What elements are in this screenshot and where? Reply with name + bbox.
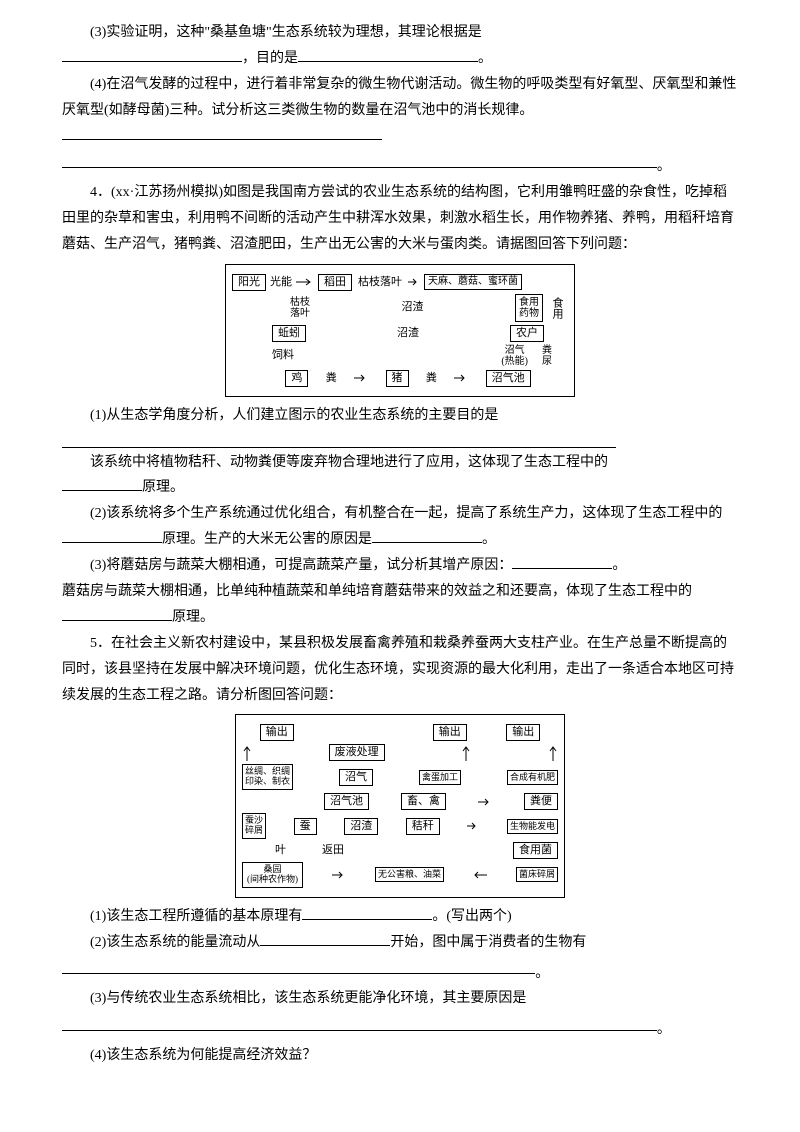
t5-q3b: 。 — [62, 1012, 738, 1043]
blank-line — [62, 431, 616, 448]
blank — [62, 607, 172, 621]
node-qindan: 禽蛋加工 — [419, 770, 461, 785]
figure-1: 阳光 光能 稻田 枯枝落叶 天麻、蘑菇、蜜环菌 枯枝 落叶 沼渣 食用 药物 食… — [225, 264, 575, 397]
node-zhaoqi: 沼气 — [339, 769, 373, 786]
blank — [62, 529, 162, 543]
lbl-zhaoqu: 沼渣 — [402, 301, 424, 313]
node-out3: 输出 — [506, 724, 540, 741]
node-daotian: 稻田 — [318, 274, 352, 291]
blank — [512, 555, 612, 569]
t5-q4: (4)该生态系统为何能提高经济效益？ — [62, 1043, 738, 1069]
node-qiuyin: 蚯蚓 — [272, 325, 306, 342]
q3-blanks: ，目的是。 — [62, 46, 738, 72]
arrow-icon — [296, 277, 314, 287]
blank — [62, 126, 382, 140]
t5-q1: (1)该生态工程所遵循的基本原理有。(写出两个) — [62, 904, 738, 930]
arrow-icon — [454, 373, 468, 383]
node-tianma: 天麻、蘑菇、蜜环菌 — [424, 274, 522, 290]
node-hecheng: 合成有机肥 — [507, 770, 558, 785]
lbl-fenniao: 粪 尿 — [542, 345, 552, 367]
t5-q2c: 。 — [62, 956, 738, 987]
node-out2: 输出 — [433, 724, 467, 741]
t4-q3b: 蘑菇房与蔬菜大棚相通，比单纯种植蔬菜和单纯培育蘑菇带来的效益之和还要高，体现了生… — [62, 579, 738, 631]
node-zhaoqichi: 沼气池 — [486, 370, 531, 387]
arrow-icon — [478, 797, 492, 807]
node-ji: 鸡 — [285, 370, 308, 387]
blank — [62, 48, 242, 62]
figure-2: 输出 输出 输出 废液处理 丝绸、织绸 印染、制衣 沼气 禽蛋加工 合成有机肥 … — [235, 714, 565, 897]
task5-intro: 5．在社会主义新农村建设中，某县积极发展畜禽养殖和栽桑养蚕两大支柱产业。在生产总… — [62, 631, 738, 709]
node-fadian: 生物能发电 — [507, 819, 558, 834]
lbl-zhaoqire: 沼气 (热能) — [501, 345, 528, 367]
lbl-fen2: 粪 — [426, 373, 437, 384]
node-zhaoqichi2: 沼气池 — [324, 793, 369, 810]
blank — [62, 477, 142, 491]
node-nonghu: 农户 — [510, 325, 544, 342]
blank — [62, 1014, 657, 1031]
blank — [372, 529, 482, 543]
arrow-icon — [332, 870, 346, 880]
lbl-zhiluoye: 枯枝落叶 — [358, 277, 402, 288]
t4-q1a: (1)从生态学角度分析，人们建立图示的农业生态系统的主要目的是 — [62, 403, 738, 429]
arrow-icon — [242, 745, 252, 761]
t4-q3a: (3)将蘑菇房与蔬菜大棚相通，可提高蔬菜产量，试分析其增产原因：。 — [62, 553, 738, 579]
arrow-icon — [467, 821, 479, 831]
t4-q1c: 原理。 — [62, 475, 738, 501]
arrow-icon — [548, 745, 558, 761]
blank — [302, 906, 432, 920]
lbl-shi: 食用 — [551, 297, 562, 319]
lbl-guang: 光能 — [270, 277, 292, 288]
node-cansha: 蚕沙 碎屑 — [242, 813, 266, 839]
node-feiye: 废液处理 — [329, 744, 385, 761]
node-zhu: 猪 — [386, 370, 409, 387]
q4-blankline: 。 — [62, 149, 738, 180]
node-can: 蚕 — [294, 818, 317, 835]
t4-q2: (2)该系统将多个生产系统通过优化组合，有机整合在一起，提高了系统生产力，这体现… — [62, 501, 738, 553]
lbl-zhiluoye2: 枯枝 落叶 — [290, 297, 310, 319]
blank — [62, 151, 657, 168]
node-sangyuan: 桑园 (间种农作物) — [242, 862, 303, 888]
node-yang: 阳光 — [232, 274, 266, 291]
node-wugonghai: 无公害粮、油菜 — [375, 867, 444, 882]
lbl-zhaoqu2: 沼渣 — [397, 327, 419, 339]
figure-1-wrap: 阳光 光能 稻田 枯枝落叶 天麻、蘑菇、蜜环菌 枯枝 落叶 沼渣 食用 药物 食… — [62, 264, 738, 397]
lbl-fen: 粪 — [326, 373, 337, 384]
arrow-icon — [354, 373, 368, 383]
lbl-fantian: 返田 — [322, 845, 344, 856]
arrow-icon — [461, 745, 471, 761]
task4-intro: 4．(xx·江苏扬州模拟)如图是我国南方尝试的农业生态系统的结构图，它利用雏鸭旺… — [62, 180, 738, 258]
t5-q3: (3)与传统农业生态系统相比，该生态系统更能净化环境，其主要原因是 — [62, 986, 738, 1012]
node-fenbian: 粪便 — [524, 793, 558, 810]
lbl-siliao: 饲料 — [272, 350, 294, 361]
q4-text: (4)在沼气发酵的过程中，进行着非常复杂的微生物代谢活动。微生物的呼吸类型有好氧… — [62, 72, 738, 150]
t4-q1b: 该系统中将植物秸秆、动物粪便等废弃物合理地进行了应用，这体现了生态工程中的 — [62, 450, 738, 476]
node-zhaoqu3: 沼渣 — [344, 818, 378, 835]
q3-text: (3)实验证明，这种"桑基鱼塘"生态系统较为理想，其理论根据是 — [62, 20, 738, 46]
blank — [260, 932, 390, 946]
node-jiegan: 秸秆 — [406, 818, 440, 835]
blank — [298, 48, 478, 62]
node-shiyong: 食用 药物 — [515, 294, 543, 322]
node-xuqin: 畜、禽 — [401, 793, 446, 810]
figure-2-wrap: 输出 输出 输出 废液处理 丝绸、织绸 印染、制衣 沼气 禽蛋加工 合成有机肥 … — [62, 714, 738, 897]
node-shiyongjun: 食用菌 — [513, 842, 558, 859]
node-sizhi: 丝绸、织绸 印染、制衣 — [242, 764, 293, 790]
t5-q2: (2)该生态系统的能量流动从开始，图中属于消费者的生物有 — [62, 930, 738, 956]
blank — [62, 958, 535, 975]
arrow-icon — [408, 277, 420, 287]
lbl-ye: 叶 — [275, 845, 286, 856]
arrow-icon — [473, 870, 487, 880]
node-out1: 输出 — [260, 724, 294, 741]
node-junchuang: 菌床碎屑 — [516, 867, 558, 882]
